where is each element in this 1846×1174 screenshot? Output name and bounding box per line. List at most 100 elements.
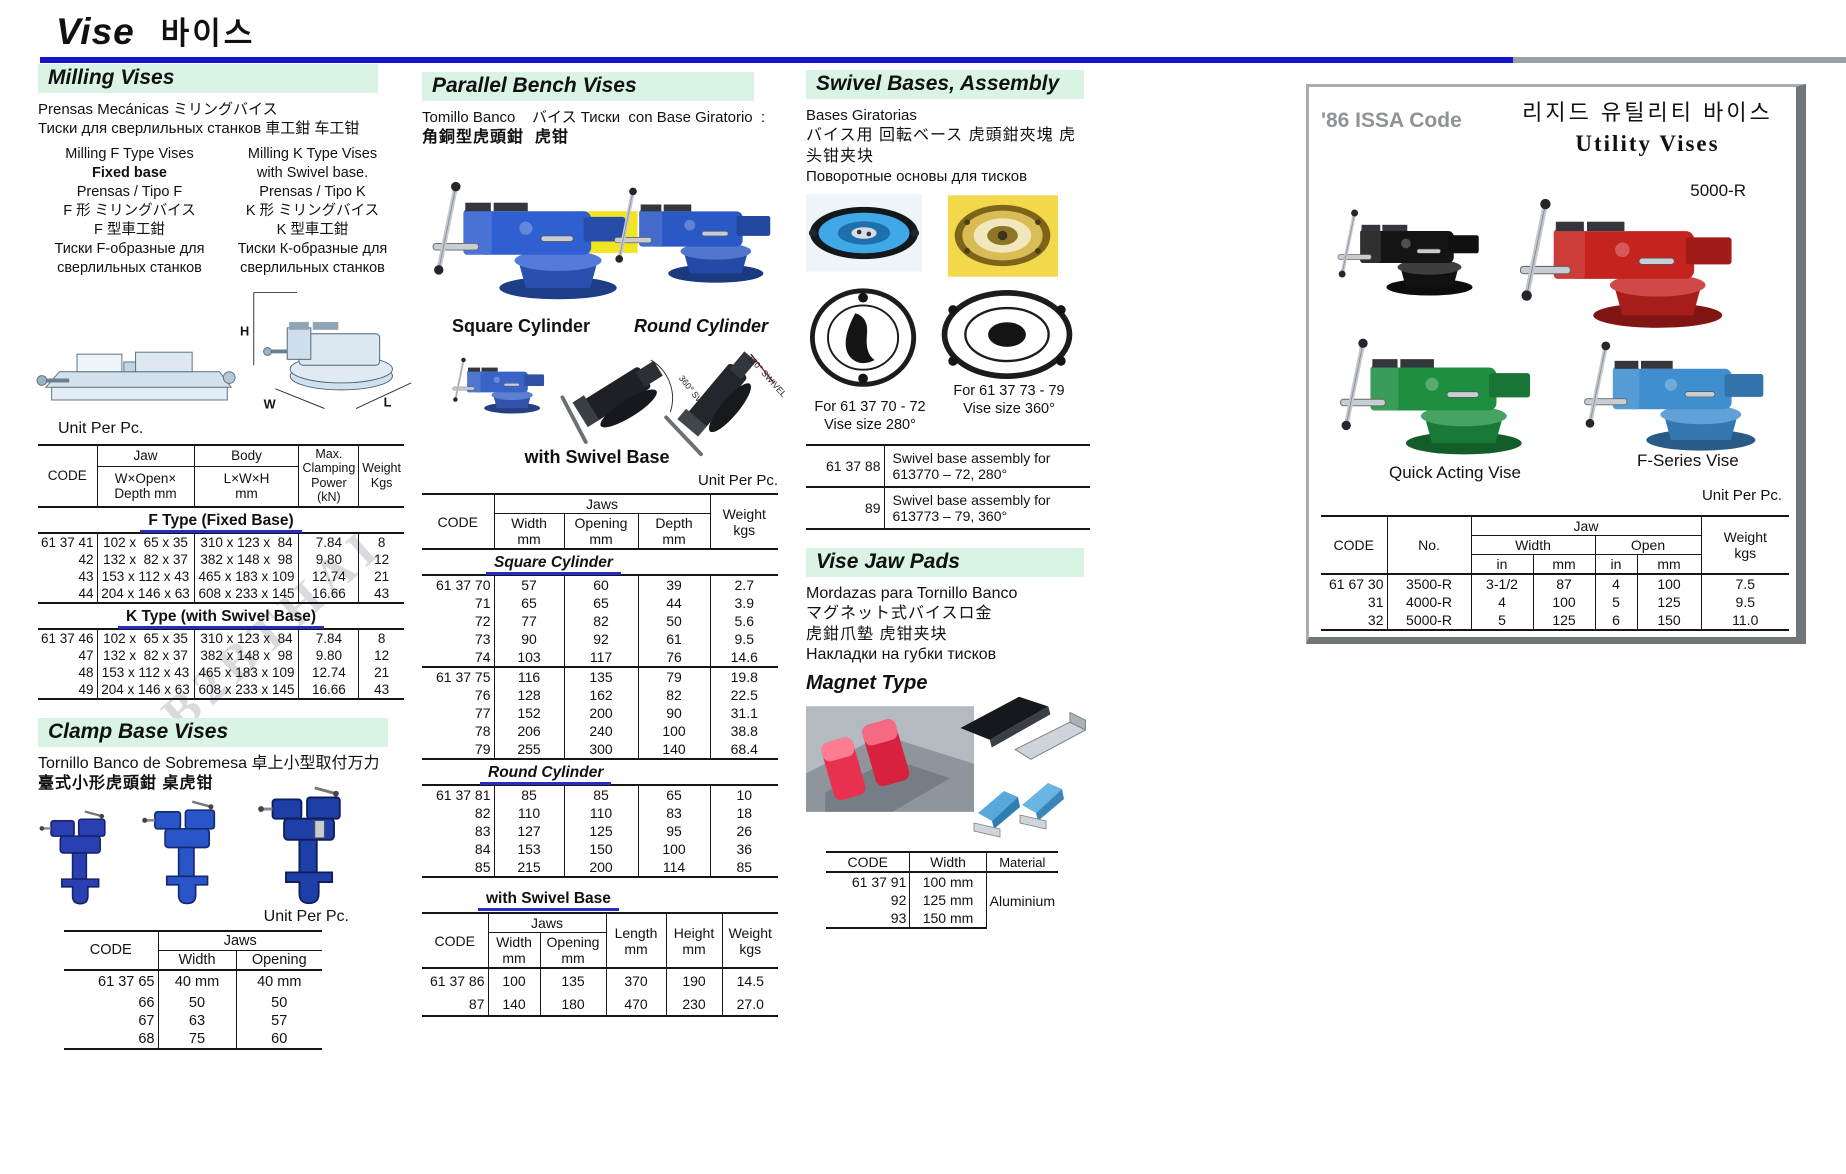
swivel-base-photo-blue (806, 194, 922, 272)
milling-type-descriptions: Milling F Type Vises Fixed base Prensas … (38, 145, 404, 278)
column-header-jaw-dims: W×Open× Depth mm (96, 466, 194, 508)
square-cylinder-section-label: Square Cylinder (486, 554, 621, 576)
column-header-weight: Weight Kgs (358, 444, 404, 508)
table-row: 73 90 92 61 9.5 (422, 630, 778, 649)
parallel-subtitle-2: 角銅型虎頭鉗 虎钳 (422, 129, 569, 146)
table-row: 31 4000-R 4 100 5 125 9.5 (1321, 593, 1789, 611)
milling-table: CODE Jaw Body Max. Clamping Power (kN) W… (38, 443, 404, 700)
column-header-weight: Weight kgs (721, 912, 778, 970)
milling-vises-section: Milling Vises Prensas Mecánicas ミリングバイス … (36, 64, 412, 1050)
dim-label-h: H (240, 324, 249, 339)
table-row: 76 128 162 82 22.5 (422, 686, 778, 705)
clamp-vise-photo-1 (39, 809, 106, 904)
column-header-jaw: Jaw (96, 443, 194, 467)
column-header-code: CODE (38, 444, 98, 508)
utility-vise-green-photo (1321, 319, 1573, 459)
clamp-subtitle-1: Tornillo Banco de Sobremesa 卓上小型取付万力 (38, 754, 380, 772)
column-header-open-mm: mm (1636, 554, 1701, 575)
jaw-pads-blue-photo (973, 783, 1064, 838)
column-header-weight: Weight kgs (1700, 515, 1789, 575)
table-row: 66 50 50 (64, 993, 322, 1012)
clamp-subtitle-2: 臺式小形虎頭鉗 桌虎钳 (38, 774, 214, 792)
clamp-vise-photo-2 (142, 799, 216, 904)
table-row: 61 37 41 102 x 65 x 35 310 x 123 x 84 7.84 8 (38, 531, 404, 551)
jaw-pads-subtitle-2: マグネット式バイスロ金 (806, 605, 993, 622)
swivel-base-drawing-360 (941, 290, 1073, 380)
column-header-width: Width mm (493, 513, 564, 551)
swivel-base-drawing-280 (809, 288, 917, 387)
utility-vise-black-photo (1327, 195, 1507, 299)
swivel-base-vise-photo-small (450, 347, 558, 417)
quick-acting-vise-label: Quick Acting Vise (1389, 463, 1521, 482)
table-row: 72 77 82 50 5.6 (422, 612, 778, 631)
table-row: 48 153 x 112 x 43 465 x 183 x 109 12.74 21 (38, 663, 404, 681)
column-header-depth: Depth mm (637, 513, 710, 551)
column-header-jaws: Jaws (157, 929, 322, 951)
k-type-section-label: K Type (with Swivel Base) (117, 607, 325, 629)
k-type-vise-drawing: H W L (240, 291, 412, 412)
swivel-base-caption-360: For 61 37 73 - 79 Vise size 360° (953, 383, 1065, 417)
column-header-code: CODE (422, 912, 488, 970)
column-header-width-mm: mm (1532, 554, 1595, 575)
title-rule-blue (40, 57, 1513, 63)
parallel-subtitle-1: Tomillo Banco バイス Тиски con Base Girator… (422, 109, 766, 126)
column-header-jaws: Jaws (493, 493, 710, 514)
table-row: 42 132 x 82 x 37 382 x 148 x 98 9.80 12 (38, 550, 404, 568)
column-header-body: Body (193, 443, 299, 467)
column-header-width: Width (157, 950, 236, 971)
utility-vise-blue-photo (1567, 323, 1803, 455)
clamp-vise-photo-3 (258, 786, 341, 904)
dim-label-w: W (264, 397, 277, 412)
parallel-bench-vises-table: CODE Jaws Weight kgs Width mm Opening mm… (422, 492, 778, 879)
page-title-ko: 바이스 (160, 16, 256, 51)
table-row: 43 153 x 112 x 43 465 x 183 x 109 12.74 21 (38, 567, 404, 585)
clamp-base-vises-heading: Clamp Base Vises (38, 717, 388, 747)
column-header-width: Width (909, 851, 987, 873)
section-label-row: Round Cylinder (422, 759, 778, 786)
issa-code-label: '86 ISSA Code (1321, 109, 1462, 132)
column-header-width: Width (1470, 535, 1595, 555)
swivel-120-note: 120° SWIVEL (746, 353, 789, 399)
table-row: 83 127 125 95 26 (422, 822, 778, 841)
column-header-open: Open (1594, 535, 1701, 555)
column-header-jaw: Jaw (1470, 515, 1701, 536)
dim-label-l: L (384, 395, 392, 410)
model-5000r-label: 5000-R (1690, 181, 1746, 200)
swivel-bases-heading: Swivel Bases, Assembly (806, 70, 1084, 99)
table-row: 61 37 70 57 60 39 2.7 (422, 574, 778, 595)
f-type-section-label: F Type (Fixed Base) (140, 511, 302, 533)
swivel-vise-drawing-120: 120° SWIVEL (664, 351, 789, 457)
issa-unit-note: Unit Per Pc. (1701, 487, 1782, 504)
table-row: 93 150 mm (826, 909, 1058, 929)
f-series-vise-label: F-Series Vise (1637, 451, 1739, 470)
column-header-opening: Opening mm (539, 932, 606, 970)
column-header-jaws: Jaws (487, 912, 606, 934)
column-header-opening: Opening (235, 950, 322, 971)
clamp-table: CODE Jaws Width Opening 61 37 65 40 mm 40 … (64, 929, 322, 1050)
column-header-code: CODE (826, 851, 910, 873)
column-header-open-in: in (1594, 554, 1637, 575)
utility-vises-table: CODE No. Jaw Weight kgs Width Open in mm… (1321, 515, 1789, 631)
magnet-jaw-pads-photo (806, 706, 974, 812)
table-row: 61 37 88 Swivel base assembly for 613770 … (806, 444, 1090, 487)
table-row: 61 37 75 116 135 79 19.8 (422, 666, 778, 687)
with-swivel-base-label: with Swivel Base (524, 447, 670, 467)
table-row: 61 37 86 100 135 370 190 14.5 (422, 968, 778, 993)
page-title-en: Vise (56, 11, 135, 52)
table-row: 84 153 150 100 36 (422, 840, 778, 859)
table-row: 92 125 mm (826, 891, 1058, 909)
milling-subtitle-2: Тиски для сверлильных станков 車工鉗 车工钳 (38, 120, 360, 137)
k-type-description: Milling K Type Vises with Swivel base. P… (237, 146, 388, 276)
swivel-bases-section: Swivel Bases, Assembly Bases Giratorias … (806, 70, 1092, 929)
round-cylinder-vise-photo (610, 154, 794, 304)
swivel-base-vises-table: CODE Jaws Length mm Height mm Weight kgs… (422, 912, 778, 1018)
parallel-bench-vises-heading: Parallel Bench Vises (422, 72, 754, 101)
utility-vises-title-ko: 리지드 유틸리티 바이스 (1522, 100, 1773, 125)
table-row: 87 140 180 470 230 27.0 (422, 992, 778, 1018)
column-header-weight: Weight kgs (709, 492, 778, 551)
section-label-row: K Type (with Swivel Base) (38, 603, 404, 629)
jaw-pads-subtitle-4: Накладки на губки тисков (806, 646, 997, 663)
milling-vises-heading: Milling Vises (38, 64, 378, 93)
section-label-row: Square Cylinder (422, 549, 778, 576)
table-row: 67 63 57 (64, 1011, 322, 1030)
